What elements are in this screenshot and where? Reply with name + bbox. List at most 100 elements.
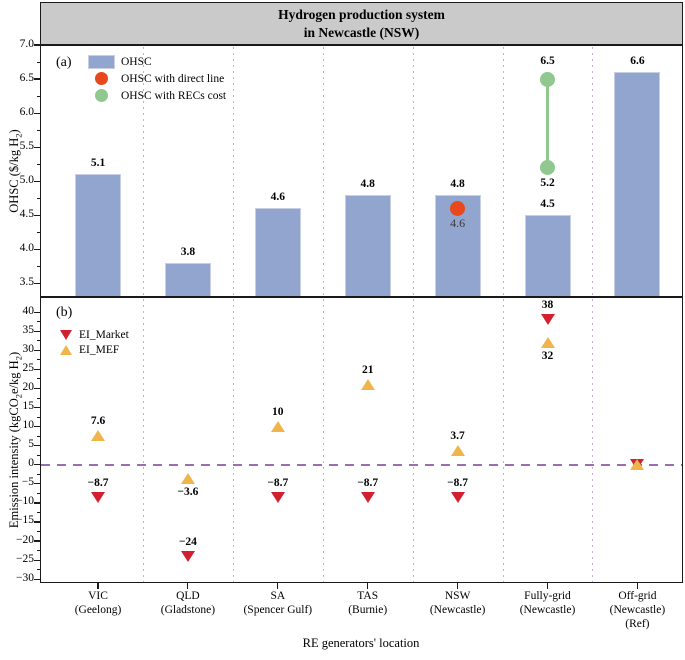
- ohsc-bar-value-label: 4.5: [540, 198, 555, 211]
- y-axis-tick-label: −5: [21, 476, 34, 489]
- recs-dot-icon: [94, 89, 108, 102]
- ohsc-bar-value-label: 4.8: [360, 177, 375, 190]
- y-axis-minor-tick: [36, 95, 40, 97]
- y-axis-minor-tick: [36, 531, 40, 533]
- y-axis-title-text: ): [6, 129, 21, 134]
- ei-value-label: 38: [541, 299, 554, 312]
- x-category-line: (Newcastle): [429, 604, 486, 616]
- y-axis-minor-tick: [36, 321, 40, 323]
- y-axis-minor-tick: [36, 359, 40, 361]
- y-axis-title-subscript: 2: [13, 393, 24, 399]
- legend-item-direct-line: OHSC with direct line: [84, 70, 226, 87]
- zero-emission-line: [41, 463, 682, 466]
- x-axis-tick: [636, 583, 638, 589]
- x-category-line: (Spencer Gulf): [243, 604, 313, 616]
- ei-market-marker: [360, 492, 375, 504]
- y-axis-tick: [34, 540, 40, 542]
- y-axis-tick: [34, 146, 40, 148]
- y-axis-minor-tick: [36, 416, 40, 418]
- y-axis-minor-tick: [36, 397, 40, 399]
- x-category-line: (Geelong): [74, 604, 122, 616]
- ei-value-label: −3.6: [177, 486, 199, 498]
- y-axis-tick: [34, 368, 40, 371]
- y-axis-minor-tick: [36, 473, 40, 475]
- x-axis-tick: [367, 583, 369, 589]
- ohsc-bar-value-label: 3.8: [180, 245, 196, 258]
- y-axis-tick-label: −25: [16, 552, 34, 565]
- x-category-line: VIC: [88, 590, 108, 602]
- category-separator-line: [322, 47, 324, 582]
- y-axis-tick-label: 4.5: [19, 207, 34, 220]
- ohsc-bar: [344, 194, 391, 296]
- y-axis-tick: [34, 426, 40, 428]
- y-axis-tick: [34, 349, 40, 351]
- y-axis-tick: [34, 387, 40, 390]
- ohsc-direct-line-value-label: 4.6: [450, 216, 466, 231]
- x-category-line: SA: [270, 590, 286, 602]
- x-category-label: VIC (Geelong): [75, 589, 122, 617]
- ohsc-bar: [614, 72, 661, 296]
- ohsc-recs-dot-low: [540, 160, 555, 176]
- x-category-line: QLD: [176, 590, 200, 602]
- y-axis-tick-label: 20: [22, 381, 35, 394]
- ohsc-bar-value-label: 6.6: [630, 55, 645, 68]
- ei-value-label: −8.7: [447, 477, 469, 490]
- y-axis-tick: [34, 78, 40, 80]
- chart-title: Hydrogen production system in Newcastle …: [40, 2, 683, 45]
- x-axis-tick: [187, 583, 189, 589]
- y-axis-tick: [34, 559, 40, 561]
- triangle-up-icon: [60, 345, 72, 356]
- direct-line-dot-icon: [94, 72, 108, 85]
- panel-a-tag: (a): [56, 55, 72, 70]
- y-axis-tick: [34, 282, 40, 284]
- x-axis-tick: [546, 583, 549, 589]
- category-separator-line: [412, 47, 414, 582]
- x-category-line: (Burnie): [348, 604, 388, 616]
- x-category-line: (Newcastle): [519, 604, 576, 616]
- y-axis-title-subscript: 2: [13, 356, 24, 361]
- ei-market-marker: [540, 314, 555, 326]
- ei-mef-marker: [360, 379, 375, 391]
- legend-item-ei-mef: EI_MEF: [56, 343, 129, 359]
- ei-market-marker: [180, 550, 195, 562]
- y-axis-tick-label: 5.0: [19, 173, 34, 186]
- ohsc-direct-line-dot: [450, 200, 466, 216]
- ei-value-label: −8.7: [267, 477, 289, 490]
- legend-label: EI_MEF: [79, 344, 120, 357]
- category-separator-line: [232, 47, 234, 582]
- ohsc-recs-high-value-label: 6.5: [540, 55, 555, 68]
- x-axis-tick: [277, 583, 279, 589]
- y-axis-tick-label: 30: [22, 342, 35, 355]
- legend-label: OHSC with RECs cost: [121, 89, 227, 102]
- y-axis-tick: [34, 180, 40, 182]
- x-category-label: Off-grid (Newcastle) (Ref): [610, 589, 666, 631]
- y-axis-tick-label: 5: [28, 438, 34, 451]
- y-axis-tick-label: −20: [16, 533, 34, 546]
- y-axis-title-subscript: 2: [13, 133, 24, 138]
- ei-value-label: 21: [361, 364, 374, 377]
- ei-mef-marker: [540, 337, 555, 349]
- ei-market-marker: [450, 492, 465, 504]
- ei-value-label: 7.6: [90, 415, 106, 428]
- y-axis-tick-label: −15: [16, 514, 34, 527]
- chart-title-line2: in Newcastle (NSW): [303, 24, 420, 40]
- y-axis-tick-label: 5.5: [19, 139, 34, 152]
- x-category-line: (Newcastle): [609, 604, 666, 616]
- ohsc-bar-value-label: 5.1: [90, 157, 106, 170]
- ei-value-label: 32: [541, 350, 554, 363]
- plot-frame: [40, 45, 683, 583]
- y-axis-tick: [34, 112, 40, 114]
- y-axis-title-text: OHSC ($/kg H: [6, 137, 21, 213]
- y-axis-minor-tick: [36, 129, 40, 131]
- x-category-line: Fully-grid: [524, 590, 571, 602]
- y-axis-tick-label: 6.0: [19, 105, 34, 118]
- y-axis-tick: [34, 464, 40, 466]
- y-axis-tick-label: 3.5: [19, 275, 34, 288]
- ohsc-recs-low-value-label: 5.2: [540, 176, 555, 189]
- ohsc-bar: [524, 215, 571, 296]
- x-axis-tick: [457, 583, 459, 589]
- y-axis-tick-label: 10: [22, 419, 35, 432]
- legend-item-ohsc: OHSC: [84, 53, 226, 70]
- y-axis-tick: [34, 445, 40, 447]
- y-axis-tick: [34, 578, 40, 580]
